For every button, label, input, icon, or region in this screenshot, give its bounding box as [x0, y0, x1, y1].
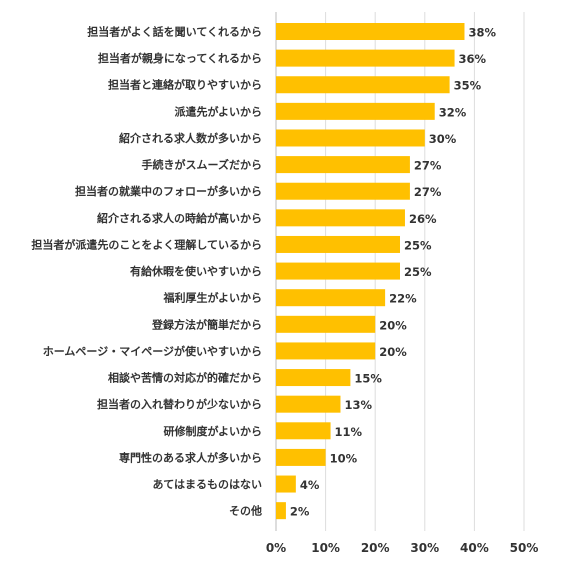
bar	[276, 262, 400, 280]
category-label: 担当者がよく話を聞いてくれるから	[87, 25, 262, 39]
bar	[276, 342, 376, 360]
category-label: 担当者の就業中のフォローが多いから	[75, 184, 262, 198]
x-tick-label: 30%	[410, 541, 439, 555]
category-label: 担当者が派遣先のことをよく理解しているから	[31, 237, 262, 251]
x-tick-label: 10%	[311, 541, 340, 555]
value-label: 26%	[409, 212, 437, 226]
value-label: 2%	[290, 505, 310, 519]
bar	[276, 448, 326, 466]
bar	[276, 182, 410, 200]
value-label: 20%	[379, 318, 407, 332]
bar	[276, 129, 425, 147]
value-label: 25%	[404, 238, 432, 252]
bar	[276, 475, 296, 493]
value-label: 30%	[429, 132, 457, 146]
x-tick-label: 20%	[361, 541, 390, 555]
value-label: 4%	[300, 478, 320, 492]
bar	[276, 422, 331, 440]
category-label: 紹介される求人数が多いから	[119, 131, 262, 145]
value-label: 27%	[414, 185, 442, 199]
bar	[276, 23, 465, 40]
category-label: ホームページ・マイページが使いやすいから	[43, 344, 262, 358]
category-label: 担当者と連絡が取りやすいから	[108, 78, 262, 92]
value-label: 35%	[454, 79, 482, 93]
bar	[276, 502, 286, 520]
category-label: あてはまるものはない	[152, 478, 262, 491]
value-label: 15%	[354, 372, 382, 386]
category-label: 登録方法が簡単だから	[151, 317, 262, 331]
value-label: 38%	[468, 26, 496, 40]
bar	[276, 235, 400, 253]
category-label: 派遣先がよいから	[175, 104, 262, 118]
x-tick-label: 0%	[266, 541, 286, 555]
bar	[276, 156, 410, 174]
value-label: 25%	[404, 265, 432, 279]
bar	[276, 289, 386, 307]
bar	[276, 315, 376, 333]
value-label: 11%	[335, 425, 363, 439]
category-label: 担当者の入れ替わりが少ないから	[97, 397, 262, 411]
category-label: 紹介される求人の時給が高いから	[97, 211, 262, 225]
category-label: 専門性のある求人が多いから	[119, 450, 262, 464]
x-tick-label: 40%	[460, 541, 489, 555]
bar-layer	[276, 23, 465, 520]
bar	[276, 209, 405, 227]
x-tick-label: 50%	[510, 541, 539, 555]
bar	[276, 395, 341, 413]
value-label: 27%	[414, 159, 442, 173]
category-label: 研修制度がよいから	[164, 424, 262, 438]
category-label: 相談や苦情の対応が的確だから	[108, 371, 262, 385]
bar	[276, 102, 435, 120]
x-axis-ticks: 0% 10% 20% 30% 40% 50%	[266, 541, 539, 555]
value-label: 10%	[330, 451, 358, 465]
category-label: 福利厚生がよいから	[163, 291, 262, 305]
category-label: 有給休暇を使いやすいから	[130, 264, 262, 278]
bar	[276, 49, 455, 67]
value-label: 13%	[344, 398, 372, 412]
category-label: その他	[229, 504, 262, 518]
value-label: 36%	[459, 52, 487, 66]
value-label: 20%	[379, 345, 407, 359]
bar	[276, 369, 351, 387]
value-label: 32%	[439, 105, 467, 119]
category-label: 担当者が親身になってくれるから	[98, 51, 262, 65]
value-label: 22%	[389, 292, 417, 306]
bar	[276, 76, 450, 94]
value-labels: 38% 36% 35% 32% 30% 27% 27% 26% 25% 25% 22% 20% 20% 1…	[290, 26, 497, 519]
category-labels: 担当者がよく話を聞いてくれるから担当者が親身になってくれるから担当者と連絡が取り…	[31, 25, 262, 518]
category-label: 手続きがスムーズだから	[142, 158, 262, 172]
